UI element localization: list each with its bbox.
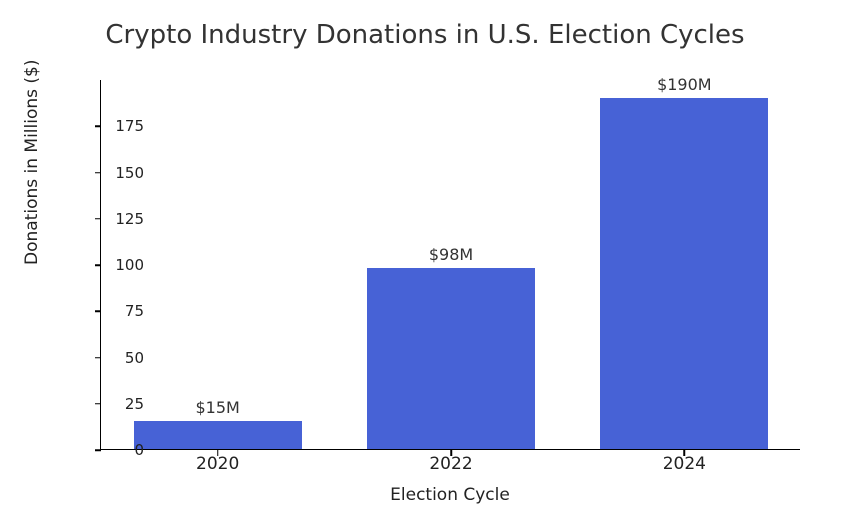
xtick-label: 2022	[429, 454, 472, 474]
ytick-label: 75	[94, 302, 144, 320]
xtick-label: 2020	[196, 454, 239, 474]
x-axis-label: Election Cycle	[100, 485, 800, 505]
ytick-label: 100	[94, 256, 144, 274]
ytick-label: 50	[94, 349, 144, 367]
bar	[367, 268, 535, 449]
xtick-label: 2024	[663, 454, 706, 474]
bar	[134, 421, 302, 449]
plot-area: 2020$15M2022$98M2024$190M	[100, 80, 800, 450]
ytick-label: 150	[94, 164, 144, 182]
bar-value-label: $15M	[195, 398, 239, 417]
ytick-label: 125	[94, 210, 144, 228]
ytick-label: 0	[94, 441, 144, 459]
bar-value-label: $190M	[657, 75, 712, 94]
bar-value-label: $98M	[429, 245, 473, 264]
y-axis-label: Donations in Millions ($)	[22, 60, 42, 266]
chart-title: Crypto Industry Donations in U.S. Electi…	[0, 20, 850, 50]
bar	[600, 98, 768, 450]
ytick-label: 25	[94, 395, 144, 413]
ytick-label: 175	[94, 117, 144, 135]
chart-container: Crypto Industry Donations in U.S. Electi…	[0, 0, 850, 517]
